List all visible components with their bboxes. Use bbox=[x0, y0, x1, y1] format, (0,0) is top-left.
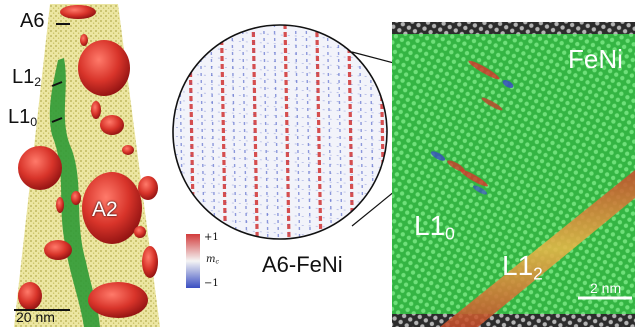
spin-column bbox=[263, 25, 269, 239]
spin-column bbox=[241, 25, 248, 239]
label-a6: A6 bbox=[20, 10, 45, 32]
spin-column bbox=[273, 25, 280, 239]
magnetization-sphere bbox=[172, 24, 388, 240]
label-a2: A2 bbox=[92, 198, 118, 221]
spin-column bbox=[231, 25, 237, 239]
apt-precipitate-top bbox=[78, 40, 130, 96]
colorbar bbox=[186, 234, 200, 288]
spin-column bbox=[326, 25, 333, 239]
spin-column bbox=[315, 25, 323, 239]
atom-probe-panel bbox=[14, 4, 160, 327]
colorbar-max-label: +1 bbox=[204, 232, 219, 243]
spin-column bbox=[283, 25, 291, 239]
label-l12-left: L12 bbox=[12, 66, 42, 90]
colorbar-min-label: −1 bbox=[204, 278, 219, 289]
label-l12-right: L12 bbox=[502, 250, 543, 284]
apt-precipitate-a2 bbox=[82, 172, 142, 244]
spin-column bbox=[337, 25, 343, 239]
l12-band bbox=[440, 170, 635, 327]
hrtem-panel bbox=[392, 22, 635, 327]
spin-column bbox=[305, 25, 311, 239]
label-l10-left: L10 bbox=[8, 106, 38, 130]
middle-panel-title: A6-FeNi bbox=[262, 252, 343, 277]
label-scale-right: 2 nm bbox=[590, 280, 622, 296]
colorbar-variable-label: mc bbox=[206, 254, 219, 266]
spin-column bbox=[347, 25, 355, 239]
label-l10-right: L10 bbox=[414, 210, 455, 244]
label-scale-left: 20 nm bbox=[16, 309, 55, 325]
label-feni: FeNi bbox=[568, 44, 623, 74]
spin-column bbox=[251, 25, 259, 239]
spin-column bbox=[219, 25, 227, 239]
spin-column bbox=[294, 25, 301, 239]
spin-column bbox=[210, 25, 216, 239]
